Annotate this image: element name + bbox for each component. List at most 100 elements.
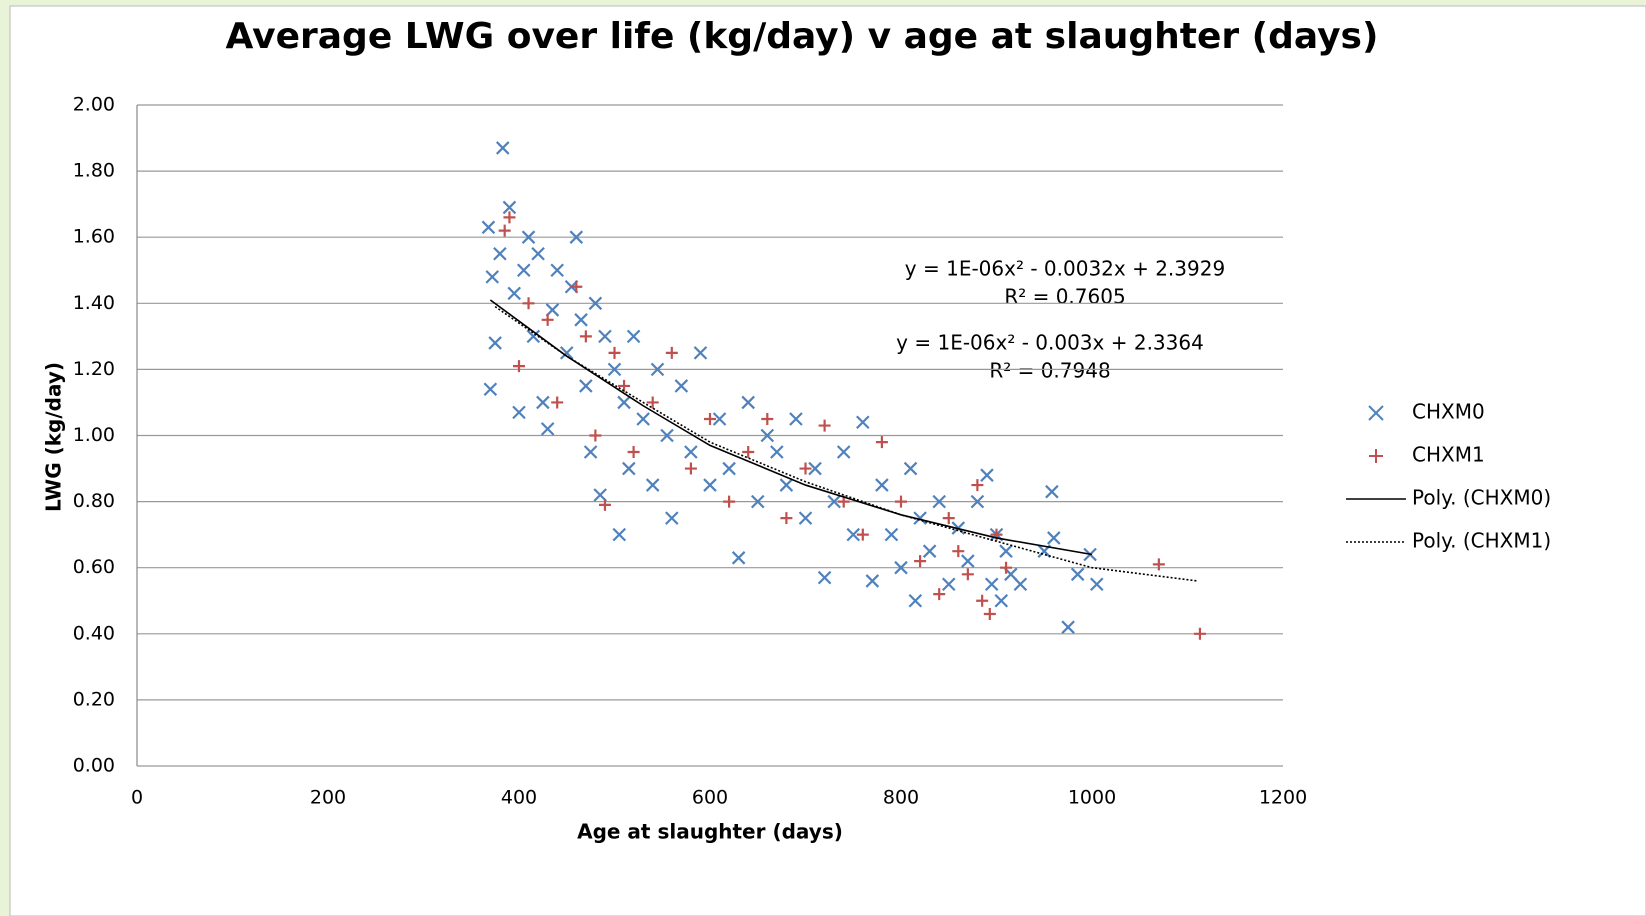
x-axis-label: Age at slaughter (days) [577,820,843,844]
point [798,511,813,525]
annotation: y = 1E-06x² - 0.0032x + 2.3929 [905,257,1225,281]
point [522,297,535,310]
point [684,445,698,459]
point [903,461,918,476]
point [684,462,697,475]
annotation: R² = 0.7605 [1004,285,1125,309]
legend-label: CHXM0 [1412,400,1485,424]
point [627,446,640,459]
point [598,329,612,344]
point [895,495,907,508]
point [1090,577,1104,592]
point [922,544,937,558]
point [961,568,974,581]
point [485,270,500,284]
point [507,286,522,301]
point [942,512,955,525]
chart-title: Average LWG over life (kg/day) v age at … [226,16,1379,57]
point [551,396,564,409]
legend-marker [1369,449,1383,463]
point [645,478,660,492]
point [617,395,631,410]
point [770,445,784,459]
point [574,313,588,327]
x-tick-label: 200 [310,787,346,809]
point [761,412,774,425]
point [1000,561,1013,574]
point [579,379,593,393]
point [952,545,965,558]
point [994,593,1009,608]
point [618,379,631,392]
point [512,405,526,420]
chart-frame [9,5,1646,916]
point [579,330,592,343]
point [612,527,627,542]
point [865,574,880,588]
y-axis-label: LWG (kg/day) [42,362,66,512]
point [983,607,996,620]
point [536,395,550,410]
x-tick-label: 800 [883,787,919,809]
point [607,362,622,377]
annotation: R² = 0.7948 [989,359,1110,383]
point [589,429,602,442]
point [799,462,812,475]
point [636,412,650,426]
x-tick-label: 0 [131,787,143,809]
point [856,528,869,541]
point [741,395,755,410]
point [583,445,598,459]
point [503,211,516,224]
y-tick-label: 0.60 [73,556,115,578]
point [836,445,851,459]
point [742,446,755,459]
point [513,360,525,373]
y-tick-label: 1.60 [73,226,115,248]
point [526,329,541,344]
point [970,494,985,509]
point [818,419,831,432]
point [961,554,975,568]
point [856,415,870,430]
legend-label: CHXM1 [1412,443,1485,467]
point [488,336,502,350]
point [722,461,736,476]
y-tick-label: 1.20 [73,358,115,380]
annotation: y = 1E-06x² - 0.003x + 2.3364 [896,331,1204,355]
point [817,570,832,585]
point [495,141,510,155]
point [1152,558,1165,571]
trend-line [494,305,1198,582]
point [646,396,659,409]
point [846,527,861,542]
point [693,346,708,360]
point [674,379,689,393]
point [723,495,736,508]
point [626,329,641,344]
point [540,422,555,436]
y-tick-label: 1.00 [73,424,115,446]
point [521,230,536,244]
point [932,494,946,509]
point [779,478,794,492]
point [1061,620,1075,634]
point [1070,567,1085,582]
point [827,494,841,509]
point [941,577,956,592]
point [913,511,927,525]
point [665,511,679,525]
point [894,560,908,575]
point [498,224,511,237]
point [760,428,775,443]
point [481,220,496,235]
x-tick-label: 1000 [1068,787,1116,809]
point [971,479,984,492]
point [704,412,716,425]
x-tick-label: 600 [692,787,728,809]
point [570,280,583,293]
point [1047,531,1061,545]
point [731,551,746,565]
trend-line [489,299,1093,556]
